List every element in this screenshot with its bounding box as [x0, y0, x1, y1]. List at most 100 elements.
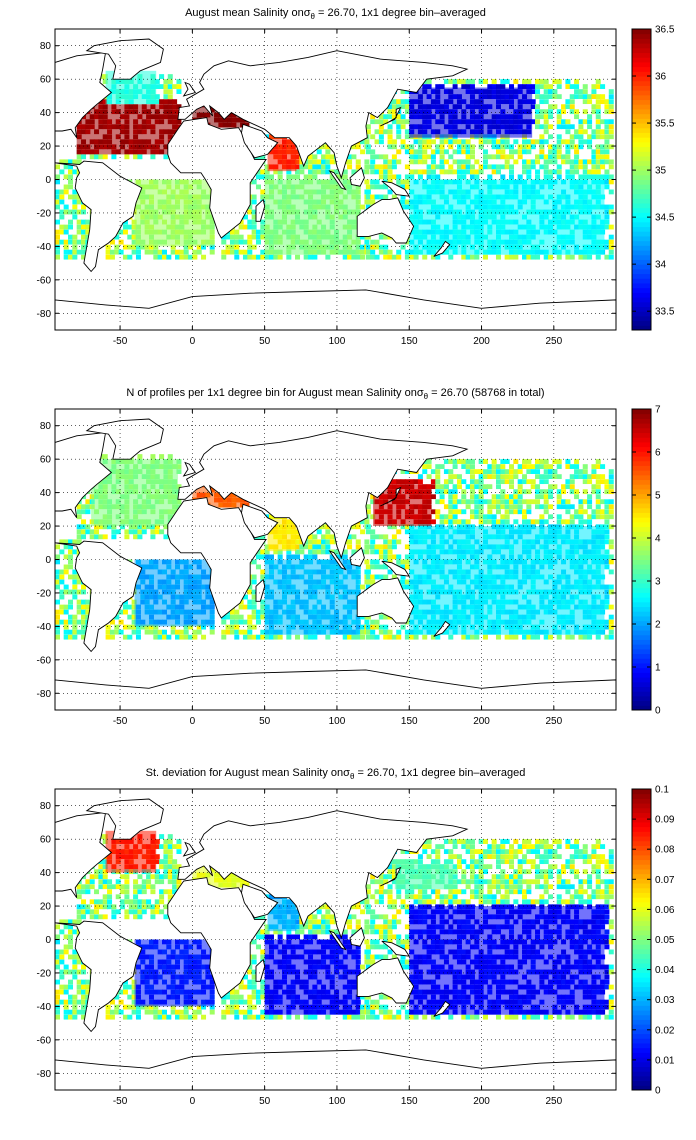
- colorbar-tick-label: 7: [655, 405, 661, 416]
- colorbar: 0 1 2 3 4 5 6 7: [631, 405, 661, 717]
- land-north-america: [54, 51, 113, 138]
- land-new-zealand: [433, 1000, 451, 1017]
- y-tick-label: 60: [40, 75, 52, 86]
- land-new-zealand: [433, 620, 451, 637]
- chart-title: St. deviation for August mean Salinity o…: [145, 767, 526, 782]
- land-borneo: [349, 546, 365, 567]
- colorbar-tick-label: 0.09: [655, 815, 675, 826]
- profile-count-map-panel: N of profiles per 1x1 degree bin for Aug…: [0, 380, 696, 760]
- colorbar-tick-label: 0.03: [655, 995, 675, 1006]
- region-southern-indian-ocean: [264, 559, 359, 635]
- x-tick-label: 50: [259, 336, 271, 347]
- land-borneo: [349, 166, 365, 187]
- land-africa: [167, 877, 267, 999]
- land-south-america: [54, 920, 143, 1033]
- x-tick-label: 200: [473, 716, 490, 727]
- land-greenland: [85, 798, 164, 840]
- y-tick-label: 60: [40, 835, 52, 846]
- y-tick-label: -40: [37, 242, 52, 253]
- x-tick-label: 50: [259, 1096, 271, 1107]
- land-japan: [380, 106, 402, 127]
- salinity-map-panel: August mean Salinity onσθ = 26.70, 1x1 d…: [0, 0, 696, 380]
- colorbar-tick-label: 0.01: [655, 1055, 675, 1066]
- colorbar-tick-label: 4: [655, 534, 661, 545]
- colorbar-tick-label: 0.05: [655, 935, 675, 946]
- x-tick-label: -50: [113, 716, 128, 727]
- land-new-guinea: [381, 940, 411, 957]
- y-tick-label: -80: [37, 1069, 52, 1080]
- land-south-america: [54, 160, 143, 273]
- y-tick-label: 20: [40, 142, 52, 153]
- y-tick-label: 40: [40, 108, 52, 119]
- std-deviation-map-panel: St. deviation for August mean Salinity o…: [0, 760, 696, 1140]
- x-tick-label: 150: [401, 336, 418, 347]
- colorbar-tick-label: 3: [655, 577, 661, 588]
- x-tick-label: 150: [401, 1096, 418, 1107]
- y-tick-label: 60: [40, 455, 52, 466]
- colorbar-tick-label: 34.5: [655, 213, 675, 224]
- land-borneo: [349, 926, 365, 947]
- x-tick-label: 100: [329, 336, 346, 347]
- y-tick-label: -20: [37, 588, 52, 599]
- y-tick-label: -80: [37, 689, 52, 700]
- land-new-guinea: [381, 180, 411, 197]
- x-tick-label: 250: [545, 336, 562, 347]
- land-north-america: [54, 431, 113, 518]
- region-south-atlantic: [134, 179, 215, 247]
- colorbar-tick-label: 0: [655, 1086, 661, 1097]
- colorbar-tick-label: 1: [655, 663, 661, 674]
- y-tick-label: -40: [37, 622, 52, 633]
- y-tick-label: 80: [40, 801, 52, 812]
- x-tick-label: 150: [401, 716, 418, 727]
- land-arabia: [241, 503, 279, 539]
- chart-title: August mean Salinity onσθ = 26.70, 1x1 d…: [185, 7, 486, 22]
- colorbar-tick-label: 0.02: [655, 1025, 675, 1036]
- colorbar: 33.5 34 34.5 35 35.5 36 36.5: [631, 25, 675, 331]
- region-south-atlantic: [134, 939, 215, 1007]
- colorbar-tick-label: 0: [655, 706, 661, 717]
- land-sumatra: [328, 170, 347, 191]
- x-tick-label: 0: [190, 1096, 196, 1107]
- x-tick-label: -50: [113, 336, 128, 347]
- y-tick-label: -60: [37, 1035, 52, 1046]
- salinity-map: -50 0 50 100 150 200 250 -80 -60 -40 -20 0 20 40 60 80 3…: [37, 25, 675, 348]
- x-tick-label: 250: [545, 716, 562, 727]
- colorbar-tick-label: 33.5: [655, 307, 675, 318]
- land-japan: [380, 486, 402, 507]
- y-tick-label: -40: [37, 1002, 52, 1013]
- colorbar-tick-label: 0.04: [655, 965, 675, 976]
- y-tick-label: -60: [37, 275, 52, 286]
- land-australia: [356, 957, 415, 1004]
- y-tick-label: 0: [45, 175, 51, 186]
- y-tick-label: -20: [37, 208, 52, 219]
- colorbar-tick-label: 0.06: [655, 905, 675, 916]
- land-uk: [182, 461, 197, 477]
- y-tick-label: 0: [45, 935, 51, 946]
- land-new-guinea: [381, 560, 411, 577]
- region-indian-ocean: [264, 179, 359, 255]
- region-kuroshio-extension: [394, 864, 453, 890]
- land-africa: [167, 117, 267, 239]
- region-south-atlantic: [134, 559, 215, 627]
- y-tick-label: 0: [45, 555, 51, 566]
- region-pacific-interior: [409, 906, 605, 1015]
- colorbar-tick-label: 0.07: [655, 875, 675, 886]
- colorbar-tick-label: 34: [655, 260, 667, 271]
- land-greenland: [85, 418, 164, 460]
- x-tick-label: 200: [473, 336, 490, 347]
- y-tick-label: 40: [40, 488, 52, 499]
- land-africa: [167, 497, 267, 619]
- y-tick-label: 80: [40, 421, 52, 432]
- land-australia: [356, 197, 415, 244]
- land-madagascar: [255, 198, 266, 222]
- colorbar-tick-label: 35: [655, 166, 667, 177]
- land-greenland: [85, 38, 164, 80]
- y-tick-label: 20: [40, 522, 52, 533]
- land-sumatra: [328, 550, 347, 571]
- std-deviation-map: -50 0 50 100 150 200 250 -80 -60 -40 -20 0 20 40 60 80 0…: [37, 785, 675, 1108]
- x-tick-label: 100: [329, 1096, 346, 1107]
- land-uk: [182, 81, 197, 97]
- land-new-zealand: [433, 240, 451, 257]
- land-sumatra: [328, 930, 347, 951]
- land-arabia: [241, 123, 279, 159]
